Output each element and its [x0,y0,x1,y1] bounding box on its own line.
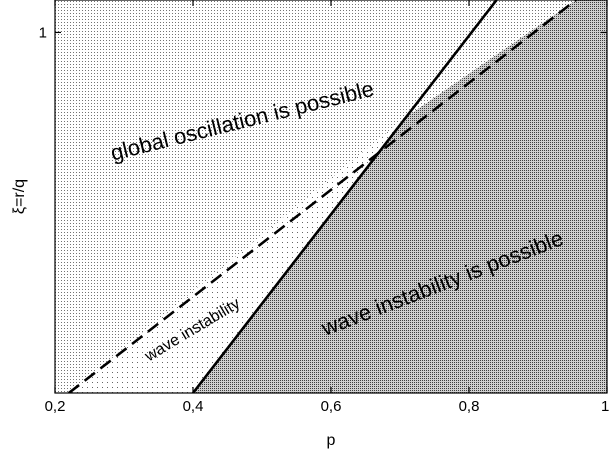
x-tick-label: 0,2 [45,398,66,415]
y-axis-label: ξ=r/q [11,179,28,214]
x-tick-label: 0,8 [459,398,480,415]
ticks-layer: 0,2 0,4 0,6 0,8 1 1 [39,0,609,415]
x-tick-label: 0,4 [183,398,204,415]
x-tick-label: 0,6 [321,398,342,415]
regions-layer [55,0,607,393]
x-axis-label: p [327,432,336,449]
dashed-boundary-line [68,0,577,393]
x-tick-label: 1 [601,398,609,415]
solid-boundary-line [191,0,498,393]
lines-layer [68,0,577,393]
y-tick-label: 1 [39,24,47,41]
region-wave-instability-possible [193,0,607,393]
region-wave-instability [68,118,404,393]
